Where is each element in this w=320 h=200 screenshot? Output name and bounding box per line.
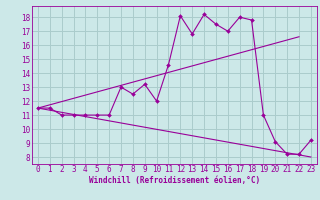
X-axis label: Windchill (Refroidissement éolien,°C): Windchill (Refroidissement éolien,°C): [89, 176, 260, 185]
